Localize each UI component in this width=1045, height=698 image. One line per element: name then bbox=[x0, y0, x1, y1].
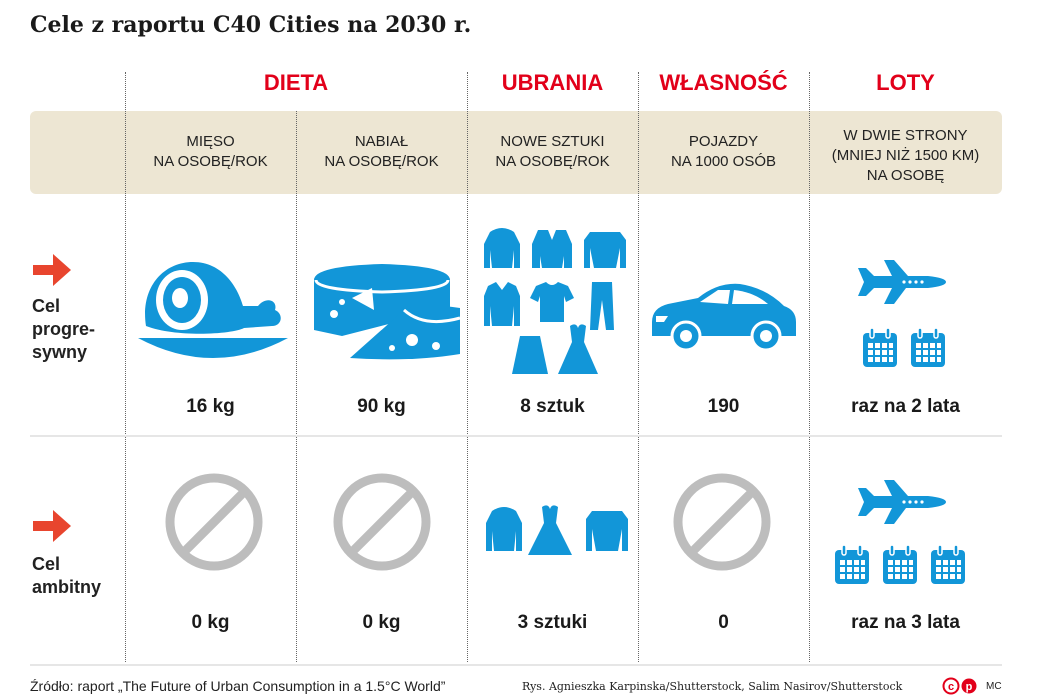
column-header-loty: W DWIE STRONY (MNIEJ NIŻ 1500 KM) NA OSO… bbox=[831, 127, 980, 184]
value-ubrania-ambitny: 3 sztuki bbox=[517, 612, 588, 633]
value-nabial-ambitny: 0 kg bbox=[362, 612, 401, 633]
svg-text:c: c bbox=[948, 681, 954, 693]
column-divider bbox=[467, 72, 468, 662]
column-divider bbox=[809, 72, 810, 662]
cp-logo: c p bbox=[942, 677, 977, 695]
clothes-icon bbox=[484, 228, 626, 374]
image-credits: Rys. Agnieszka Karpinska/Shutterstock, S… bbox=[522, 680, 903, 693]
column-header-pojazdy: POJAZDY NA 1000 OSÓB bbox=[670, 133, 777, 170]
author-initials: MC bbox=[986, 681, 1002, 692]
source-note: Źródło: raport „The Future of Urban Cons… bbox=[30, 678, 446, 694]
value-loty-ambitny: raz na 3 lata bbox=[851, 612, 960, 633]
calendar-icon bbox=[931, 544, 965, 584]
column-header-band bbox=[30, 111, 1002, 194]
column-header-ubrania: NOWE SZTUKI NA OSOBĘ/ROK bbox=[495, 133, 610, 170]
airplane-icon bbox=[858, 480, 946, 524]
arrow-right-icon bbox=[33, 254, 71, 286]
category-ubrania: UBRANIA bbox=[501, 70, 604, 95]
category-loty: LOTY bbox=[876, 70, 935, 95]
row-label-ambitny: Cel ambitny bbox=[32, 554, 102, 597]
cheese-icon bbox=[314, 264, 461, 360]
row-divider bbox=[30, 664, 1002, 666]
column-divider bbox=[296, 111, 297, 662]
calendar-icon bbox=[883, 544, 917, 584]
column-divider bbox=[638, 72, 639, 662]
value-mieso-ambitny: 0 kg bbox=[191, 612, 230, 633]
ham-icon bbox=[138, 262, 288, 358]
column-header-mieso: MIĘSO NA OSOBĘ/ROK bbox=[153, 133, 268, 170]
calendar-icon bbox=[835, 544, 869, 584]
value-nabial-progresywny: 90 kg bbox=[357, 396, 406, 417]
forbidden-icon bbox=[165, 473, 263, 571]
calendar-icon bbox=[911, 327, 945, 367]
forbidden-icon bbox=[333, 473, 431, 571]
car-icon bbox=[652, 283, 796, 352]
row-label-progresywny: Cel progre- sywny bbox=[32, 296, 95, 362]
value-ubrania-progresywny: 8 sztuk bbox=[520, 396, 585, 417]
calendar-icon bbox=[863, 327, 897, 367]
page-title: Cele z raportu C40 Cities na 2030 r. bbox=[30, 12, 472, 38]
airplane-icon bbox=[858, 260, 946, 304]
clothes-icon bbox=[486, 505, 628, 555]
forbidden-icon bbox=[673, 473, 771, 571]
value-mieso-progresywny: 16 kg bbox=[186, 396, 235, 417]
row-divider bbox=[30, 435, 1002, 437]
svg-text:p: p bbox=[966, 681, 973, 693]
category-wlasnosc: WŁASNOŚĆ bbox=[659, 70, 788, 95]
category-dieta: DIETA bbox=[263, 70, 329, 95]
value-loty-progresywny: raz na 2 lata bbox=[851, 396, 960, 417]
column-header-nabial: NABIAŁ NA OSOBĘ/ROK bbox=[324, 133, 439, 170]
value-pojazdy-ambitny: 0 bbox=[718, 612, 729, 633]
arrow-right-icon bbox=[33, 510, 71, 542]
column-divider bbox=[125, 72, 126, 662]
value-pojazdy-progresywny: 190 bbox=[707, 396, 740, 417]
